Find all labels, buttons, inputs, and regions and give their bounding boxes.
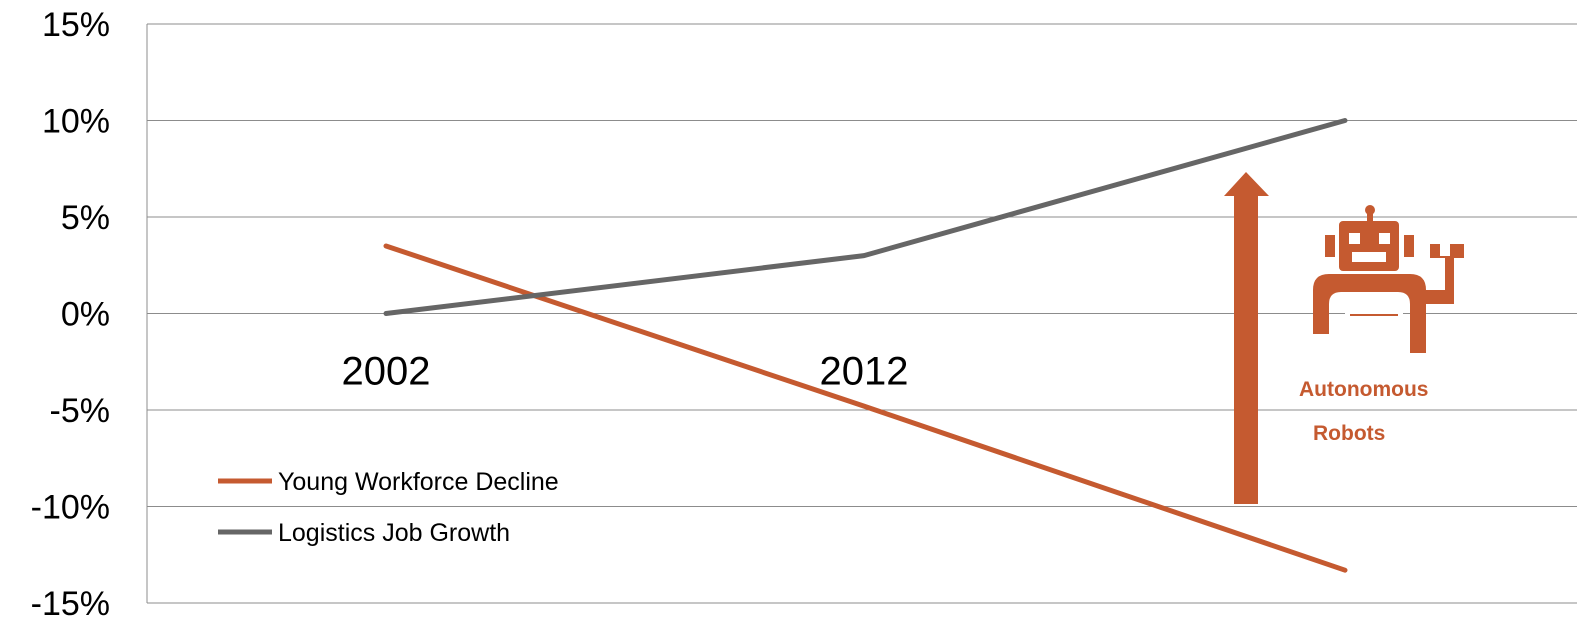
annotation-autonomous-robots: Autonomous Robots	[1224, 172, 1464, 504]
y-tick-label: 10%	[42, 103, 110, 141]
x-tick-label: 2012	[820, 350, 909, 394]
x-tick-label: 2002	[342, 350, 431, 394]
annotation-line-2: Robots	[1313, 422, 1385, 445]
annotation-line-1: Autonomous	[1299, 378, 1428, 401]
y-tick-label: -15%	[31, 585, 110, 623]
y-tick-label: -10%	[31, 489, 110, 527]
series-line-logistics	[383, 118, 1348, 316]
series-lines	[383, 118, 1348, 573]
y-axis-tick-labels: 15% 10% 5% 0% -5% -10% -15%	[31, 6, 110, 623]
up-arrow	[1224, 172, 1269, 504]
legend-label-young-workforce: Young Workforce Decline	[278, 468, 559, 496]
y-tick-label: 5%	[61, 199, 110, 237]
y-tick-label: 0%	[61, 296, 110, 334]
legend-label-logistics: Logistics Job Growth	[278, 519, 510, 547]
robot-icon	[1313, 205, 1464, 353]
y-tick-label: 15%	[42, 6, 110, 44]
legend: Young Workforce Decline Logistics Job Gr…	[218, 468, 559, 547]
series-line-young-workforce	[383, 243, 1348, 573]
y-tick-label: -5%	[50, 392, 110, 430]
x-axis-tick-labels: 2002 2012	[342, 350, 909, 394]
